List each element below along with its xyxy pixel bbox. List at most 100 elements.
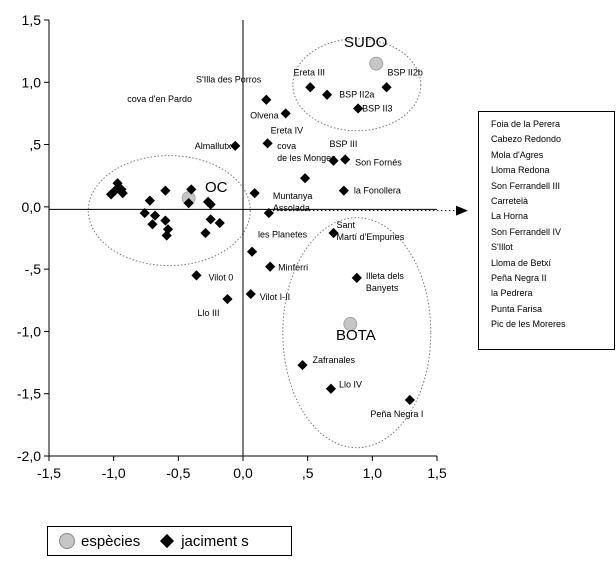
site-point [246,246,258,257]
group-label: OC [205,179,228,196]
circle-marker-icon [59,533,75,549]
site-point [305,82,316,93]
point-label: Peña Negra I [370,409,423,419]
diamond-marker-icon [160,533,175,549]
site-point [117,188,128,199]
site-list-item: Pic de les Moreres [491,319,566,330]
x-tick-label: ,5 [302,465,314,481]
point-label: Sant Martí d'Empuries [337,220,405,242]
site-point [200,227,211,239]
point-label: Zafranales [312,355,355,365]
site-point [191,270,202,281]
site-point [299,173,311,184]
site-list-item: Cabezo Redondo [491,134,562,145]
x-tick-label: -0,5 [166,465,190,481]
point-label: Muntanya Assolada [273,191,313,213]
site-point [105,189,117,200]
site-list-item: Mola d'Agres [491,149,544,160]
site-list: Foia de la Perera Cabezo Redondo Mola d'Ag… [479,112,614,333]
point-label: Almallutx [195,141,232,151]
point-label: cova de les Monges [277,141,336,163]
group-ellipse [87,155,251,267]
site-point [249,188,260,199]
site-point [280,108,291,119]
point-label: Olvena [250,110,279,120]
site-point [262,138,273,149]
legend-species-label: espècies [81,532,141,550]
site-point [222,293,233,305]
y-tick-label: -,5 [25,261,42,277]
site-list-item: Lloma Redona [491,165,550,176]
point-label: Ereta III [293,67,325,77]
x-tick-label: 0,0 [233,465,253,481]
x-tick-label: -1,0 [102,465,126,481]
legend: espècies jaciment s [47,526,292,556]
group-ellipse [292,38,422,132]
site-list-item: Peña Negra II [491,273,547,284]
site-list-item: S'Illot [491,242,513,253]
site-point [263,207,274,219]
site-list-item: La Horna [491,211,529,222]
site-point [404,394,415,406]
y-tick-label: 1,0 [22,74,42,90]
y-tick-label: ,5 [29,137,41,153]
species-point [343,317,358,331]
site-point [144,195,155,206]
site-list-item: Carretelà [491,196,529,207]
point-label: les Planetes [258,230,308,240]
site-point [297,359,308,371]
group-label: SUDO [344,34,387,51]
y-tick-label: 1,5 [22,12,42,28]
site-list-item: Son Ferrandell IV [491,226,562,237]
group-labels: SUDO OC BOTA [205,34,387,344]
point-label: Son Fornés [355,158,402,168]
point-label: BSP II2b [388,67,423,77]
site-point [160,185,171,196]
site-point [147,219,158,230]
site-point [338,185,349,196]
group-label: BOTA [336,327,376,344]
point-label: Llo III [197,308,219,318]
site-point [328,227,339,239]
site-list-box: Foia de la Perera Cabezo Redondo Mola d'Ag… [478,111,615,350]
x-tick-label: 1,0 [363,465,383,481]
group-ellipse [282,217,432,449]
group-ellipses [87,38,432,449]
species-point [369,56,384,71]
site-list-item: Son Ferrandell III [491,180,561,191]
site-point [205,214,216,225]
site-point [351,272,362,283]
point-label: BSP III [330,139,358,149]
legend-sites: jaciment s [140,533,249,550]
y-tick-label: 0,0 [22,199,42,215]
site-list-item: Foia de la Perera [491,119,561,129]
point-label: BSP II3 [362,103,392,113]
point-label: Llo IV [339,380,362,390]
point-label: BSP II2a [339,90,374,100]
site-point [340,154,351,165]
site-point [265,261,276,272]
arrow-head-icon [456,205,468,216]
site-list-item: la Pedrera [491,288,533,299]
point-label: Ereta IV [271,125,304,135]
y-tick-label: -1,0 [17,323,41,339]
site-point [139,207,150,219]
legend-species: espècies [48,533,140,550]
site-point [325,383,337,394]
site-point [381,82,392,93]
site-point [149,210,161,221]
point-label: Illeta dels Banyets [366,271,405,293]
site-list-item: Lloma de Betxí [491,257,552,268]
tick-labels: -1,5 -1,0 -0,5 0,0 ,5 1,0 1,5 1,5 1,0 ,5 0,0 -,5 -1,… [17,12,447,481]
legend-sites-label: jaciment s [181,532,249,550]
scatter-plot: -1,5 -1,0 -0,5 0,0 ,5 1,0 1,5 1,5 1,0 ,5 0,0 -,5 -1,… [17,12,468,481]
site-point [245,288,256,300]
x-tick-label: -1,5 [37,465,61,481]
site-point [183,198,194,209]
point-label: Minferri [278,263,308,273]
site-point [214,217,225,229]
point-labels: Ereta III BSP II2a BSP II2b BSP II3 S'Illa d… [127,67,423,419]
y-tick-label: -1,5 [17,386,41,402]
site-point [261,94,272,105]
site-point [230,140,241,151]
